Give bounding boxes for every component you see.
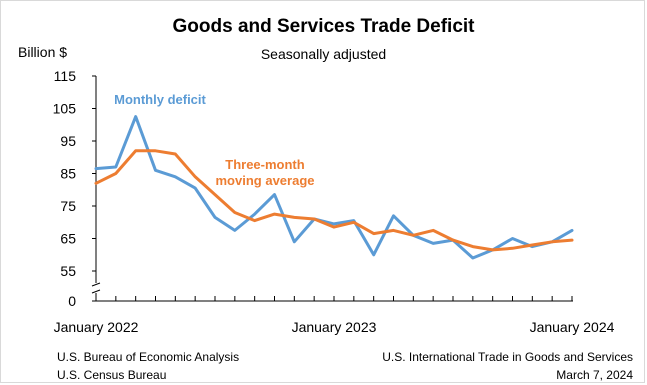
y-axis-label: Billion $	[18, 44, 68, 60]
y-tick-label-0: 0	[68, 293, 76, 309]
series-line-three-month-average	[94, 149, 574, 252]
y-tick-label-95: 95	[60, 133, 76, 149]
annotation-0-line-0: Monthly deficit	[114, 92, 206, 107]
y-tick-label-85: 85	[60, 166, 76, 182]
annotation-1-line-0: Three-month	[225, 157, 305, 172]
chart-subtitle: Seasonally adjusted	[260, 46, 387, 62]
y-tick-label-115: 115	[54, 68, 77, 84]
series-line-monthly-deficit	[94, 115, 574, 260]
annotation-1-line-1: moving average	[216, 173, 315, 188]
chart-title: Goods and Services Trade Deficit	[172, 16, 475, 37]
footer-report-line2: March 7, 2024	[556, 368, 633, 382]
y-tick-label-65: 65	[60, 231, 76, 247]
x-tick-label-2: January 2024	[530, 319, 615, 335]
footer-source: U.S. Bureau of Economic Analysis U.S. Ce…	[57, 348, 239, 384]
axis-break-marker	[91, 282, 101, 294]
y-tick-label-55: 55	[60, 263, 76, 279]
footer-source-line1: U.S. Bureau of Economic Analysis	[57, 350, 240, 364]
footer-source-line2: U.S. Census Bureau	[57, 368, 167, 382]
y-tick-label-105: 105	[53, 101, 77, 117]
x-tick-label-0: January 2022	[54, 319, 139, 335]
footer-report-line1: U.S. International Trade in Goods and Se…	[382, 350, 633, 364]
y-tick-label-75: 75	[60, 198, 76, 214]
footer-report: U.S. International Trade in Goods and Se…	[382, 348, 633, 384]
x-tick-label-1: January 2023	[292, 319, 377, 335]
